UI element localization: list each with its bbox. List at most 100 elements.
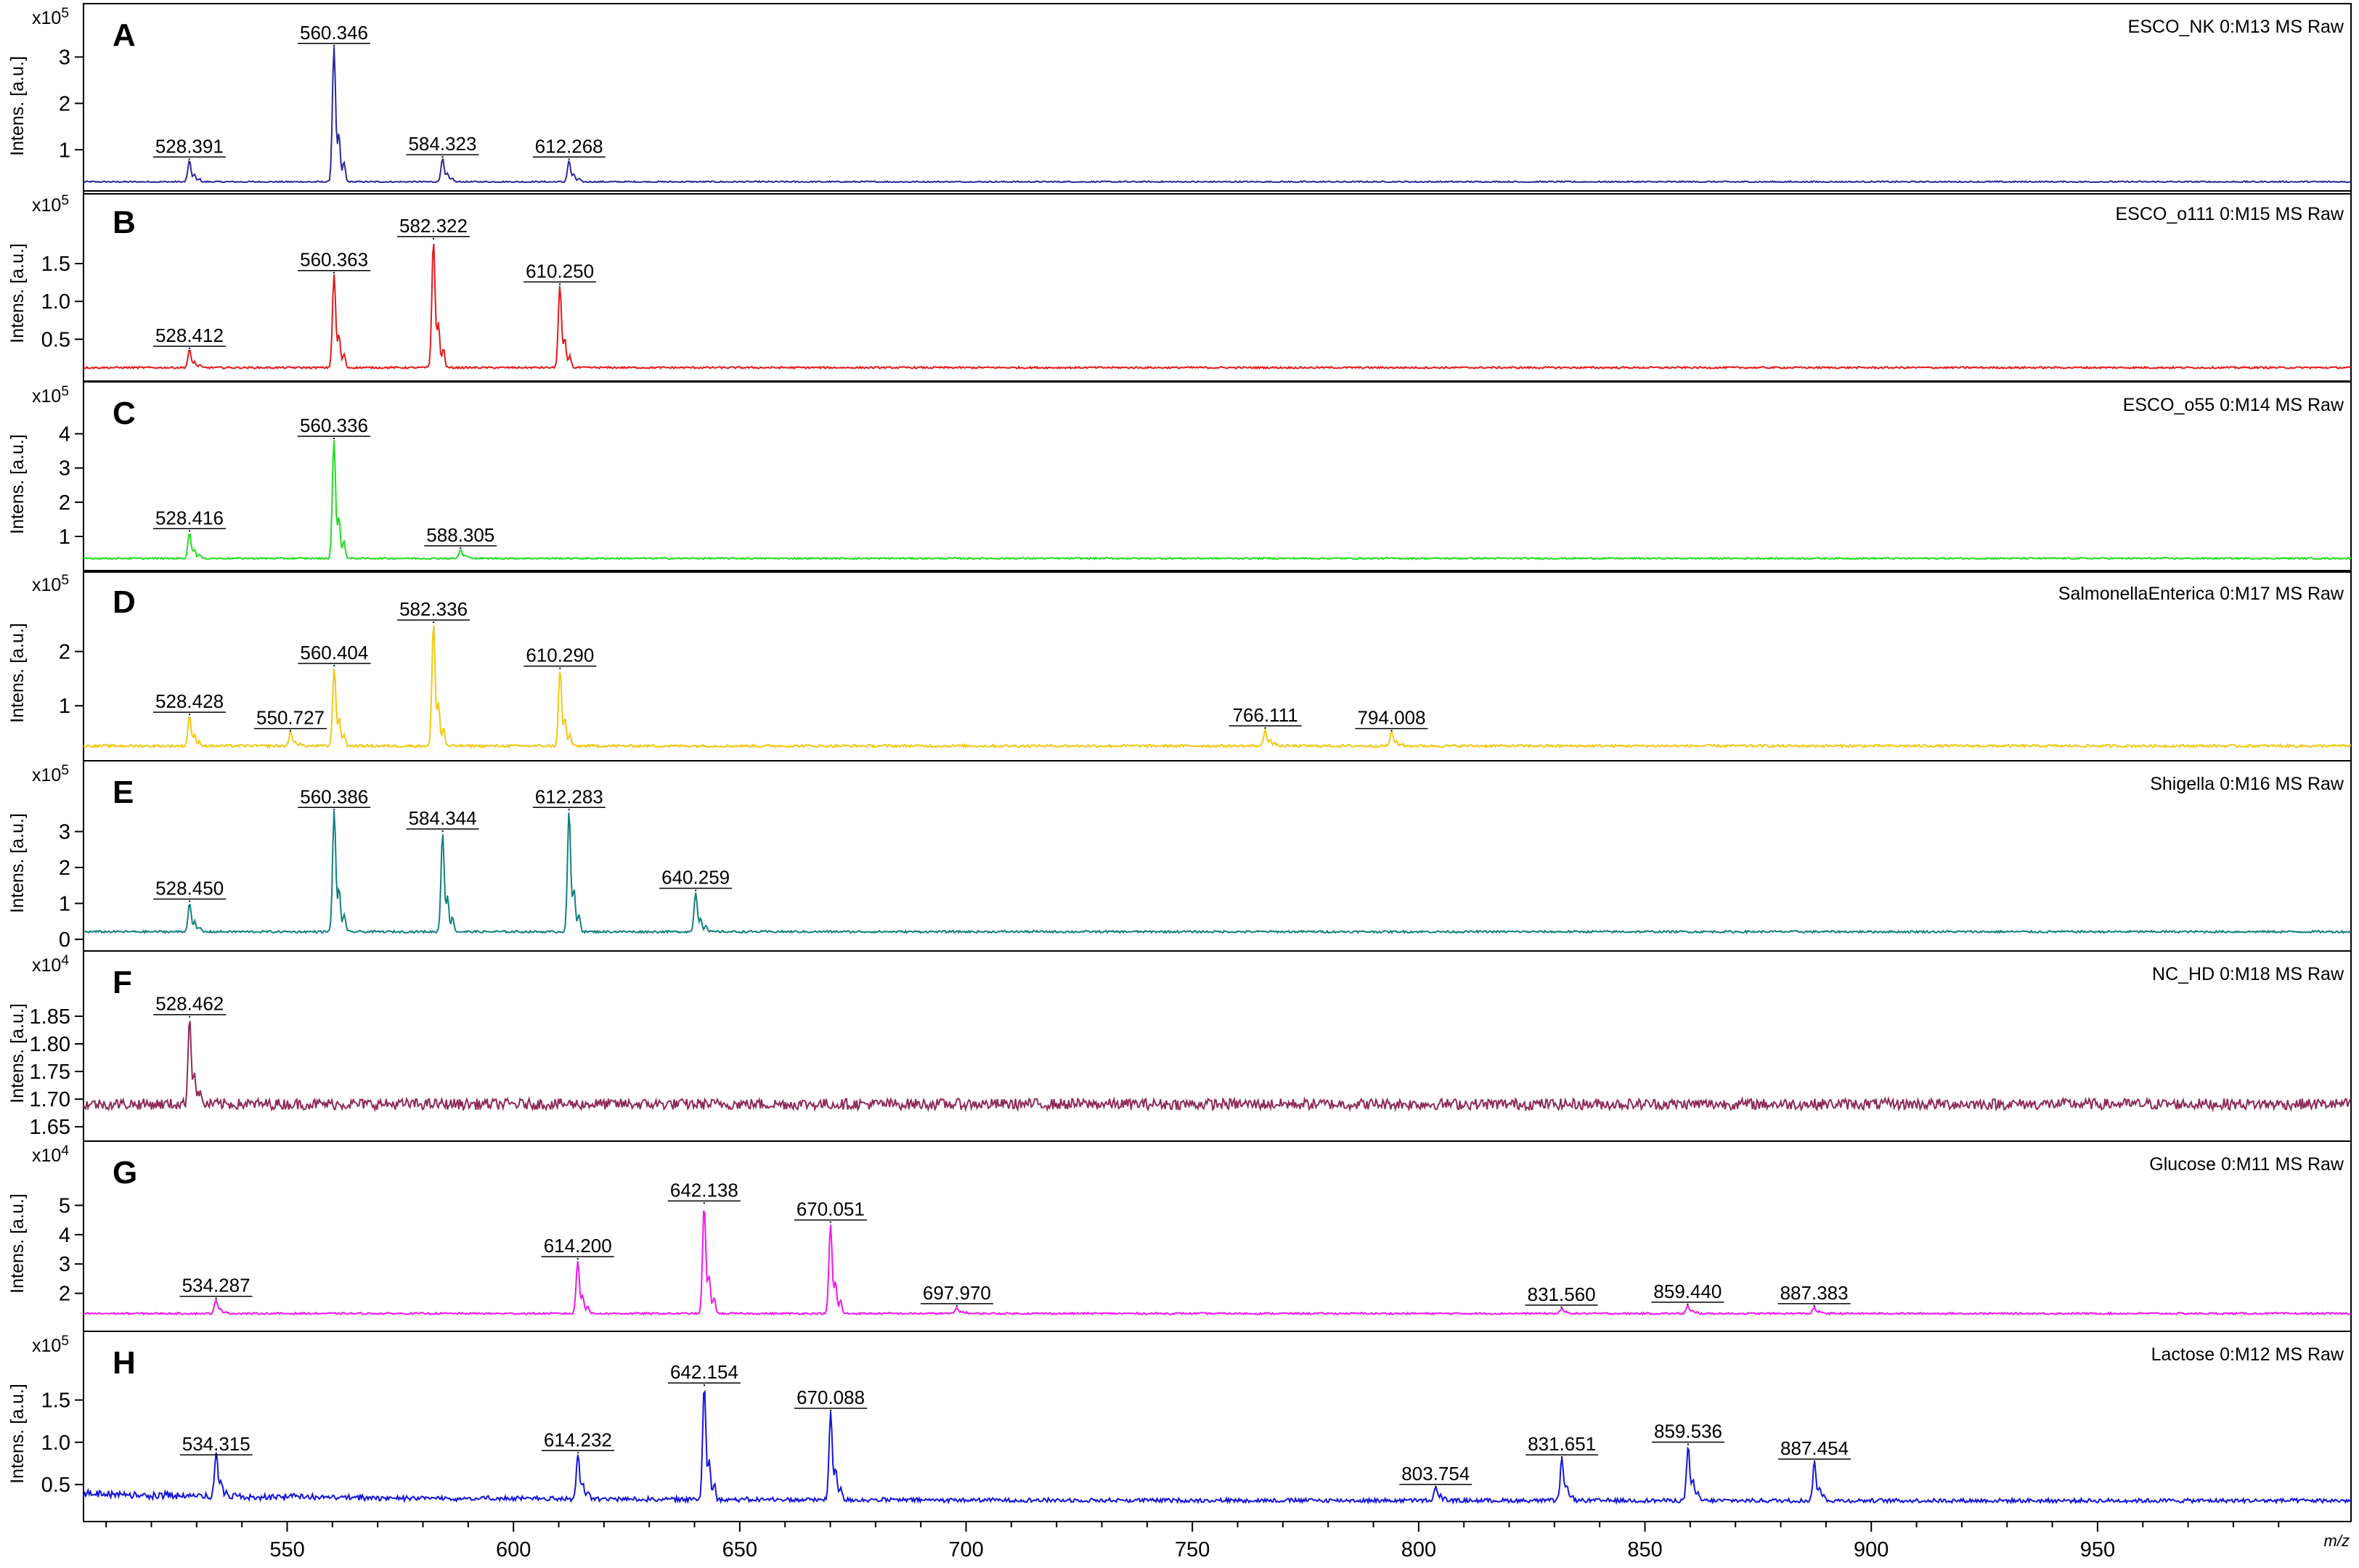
peak-label: 612.283 <box>535 785 603 807</box>
peak-label: 610.290 <box>526 645 594 666</box>
panel-title: Lactose 0:M12 MS Raw <box>2151 1344 2344 1365</box>
exponent-base: x10 <box>32 765 61 785</box>
panel-letter: G <box>113 1155 137 1191</box>
y-tick-label: 1.75 <box>30 1061 70 1084</box>
spectrum-trace <box>83 46 2352 184</box>
exponent-base: x10 <box>32 955 61 976</box>
panel-frame <box>83 760 2352 952</box>
y-tick-label: 1.65 <box>30 1116 70 1139</box>
y-tick-label: 4 <box>59 1224 70 1247</box>
y-exponent-label: x105 <box>32 6 69 28</box>
peak-label: 560.404 <box>300 642 368 663</box>
y-tick-label: 1 <box>59 893 70 916</box>
exponent-power: 5 <box>61 384 69 399</box>
spectrum-trace <box>83 810 2352 935</box>
y-tick-label: 1.0 <box>41 1432 70 1455</box>
panel-letter: H <box>113 1345 136 1381</box>
spectrum-trace <box>83 1210 2352 1316</box>
peak-label: 534.287 <box>182 1275 250 1297</box>
peak-label: 640.259 <box>661 867 730 889</box>
y-tick-label: 0.5 <box>41 328 70 351</box>
y-exponent-label: x105 <box>32 1334 69 1356</box>
y-tick-label: 5 <box>59 1194 70 1217</box>
exponent-power: 4 <box>61 1143 69 1159</box>
y-axis-label: Intens. [a.u.] <box>7 1003 28 1103</box>
panel-letter: D <box>113 584 136 620</box>
x-tick-label: 800 <box>1401 1538 1436 1561</box>
peak-label: 642.154 <box>670 1361 738 1383</box>
y-tick-label: 4 <box>59 423 70 446</box>
y-axis-label: Intens. [a.u.] <box>7 1193 28 1294</box>
spectrum-trace <box>83 625 2352 749</box>
y-exponent-label: x105 <box>32 573 69 595</box>
peak-label: 588.305 <box>426 524 494 546</box>
exponent-power: 4 <box>61 953 69 968</box>
panel-letter: A <box>113 17 136 53</box>
panel-title: ESCO_NK 0:M13 MS Raw <box>2128 17 2344 37</box>
x-tick-label: 600 <box>496 1538 531 1561</box>
exponent-base: x10 <box>32 1336 61 1356</box>
peak-label: 560.363 <box>300 249 368 271</box>
y-tick-label: 1.5 <box>41 1389 70 1413</box>
y-tick-label: 0.5 <box>41 1474 70 1497</box>
x-tick-label: 850 <box>1627 1538 1662 1561</box>
x-tick-label: 550 <box>269 1538 304 1561</box>
panel-title: Shigella 0:M16 MS Raw <box>2150 774 2344 794</box>
y-axis-label: Intens. [a.u.] <box>7 434 28 534</box>
x-tick-label: 900 <box>1854 1538 1889 1561</box>
y-tick-label: 3 <box>59 821 70 844</box>
peak-label: 610.250 <box>526 260 594 282</box>
spectrum-panel-c: 1 2 3 4 x105 Intens. [a.u.] C ESCO_o55 0:M14 MS… <box>7 381 2352 573</box>
panel-title: Glucose 0:M11 MS Raw <box>2149 1154 2344 1175</box>
spectrum-trace <box>83 440 2352 560</box>
exponent-power: 5 <box>61 763 69 778</box>
panel-frame <box>83 381 2352 573</box>
peak-label: 670.051 <box>796 1199 865 1220</box>
exponent-base: x10 <box>32 575 61 595</box>
spectrum-panel-h: 0.5 1.0 1.5 x105 Intens. [a.u.] H Lactose 0:M1… <box>7 1331 2352 1522</box>
peak-label: 831.651 <box>1528 1433 1596 1455</box>
peak-label: 697.970 <box>923 1282 991 1304</box>
peak-label: 584.344 <box>409 807 477 829</box>
peak-label: 584.323 <box>408 133 476 155</box>
peak-label: 670.088 <box>796 1387 865 1408</box>
exponent-base: x10 <box>32 386 61 407</box>
peak-label: 859.536 <box>1654 1421 1722 1442</box>
spectrum-panel-a: 1 2 3 x105 Intens. [a.u.] A ESCO_NK 0:M13 MS R… <box>7 3 2352 195</box>
spectrum-trace <box>83 243 2352 370</box>
x-axis-label: m/z <box>2324 1532 2350 1550</box>
y-tick-label: 2 <box>59 491 70 515</box>
y-axis-label: Intens. [a.u.] <box>7 623 28 723</box>
x-tick-label: 950 <box>2080 1538 2115 1561</box>
peak-label: 528.412 <box>155 324 224 346</box>
y-exponent-label: x104 <box>32 1143 69 1166</box>
exponent-power: 5 <box>61 193 69 208</box>
peak-label: 794.008 <box>1358 707 1426 729</box>
y-tick-label: 2 <box>59 92 70 115</box>
peak-label: 859.440 <box>1653 1281 1722 1302</box>
y-exponent-label: x105 <box>32 384 69 407</box>
spectrum-panel-b: 0.5 1.0 1.5 x105 Intens. [a.u.] B ESCO_o111 0:… <box>7 190 2352 382</box>
panel-letter: B <box>113 205 136 240</box>
panel-title: ESCO_o111 0:M15 MS Raw <box>2116 204 2344 224</box>
exponent-power: 5 <box>61 573 69 588</box>
y-tick-label: 2 <box>59 641 70 664</box>
peak-label: 528.428 <box>155 690 224 712</box>
peak-label: 582.336 <box>399 598 468 620</box>
peak-label: 887.454 <box>1780 1437 1849 1459</box>
peak-label: 550.727 <box>256 707 325 729</box>
panel-letter: C <box>113 396 136 431</box>
y-tick-label: 3 <box>59 457 70 481</box>
spectrum-panel-e: 0 1 2 3 x105 Intens. [a.u.] E Shigella 0:M16 MS… <box>7 760 2352 952</box>
y-exponent-label: x105 <box>32 763 69 785</box>
panel-title: ESCO_o55 0:M14 MS Raw <box>2123 395 2344 415</box>
peak-label: 528.462 <box>155 993 224 1015</box>
y-exponent-label: x104 <box>32 953 69 976</box>
peak-label: 612.268 <box>535 135 603 157</box>
y-tick-label: 1.70 <box>30 1088 70 1111</box>
y-tick-label: 1.85 <box>30 1005 70 1029</box>
y-tick-label: 3 <box>59 46 70 70</box>
panel-frame <box>83 950 2352 1142</box>
